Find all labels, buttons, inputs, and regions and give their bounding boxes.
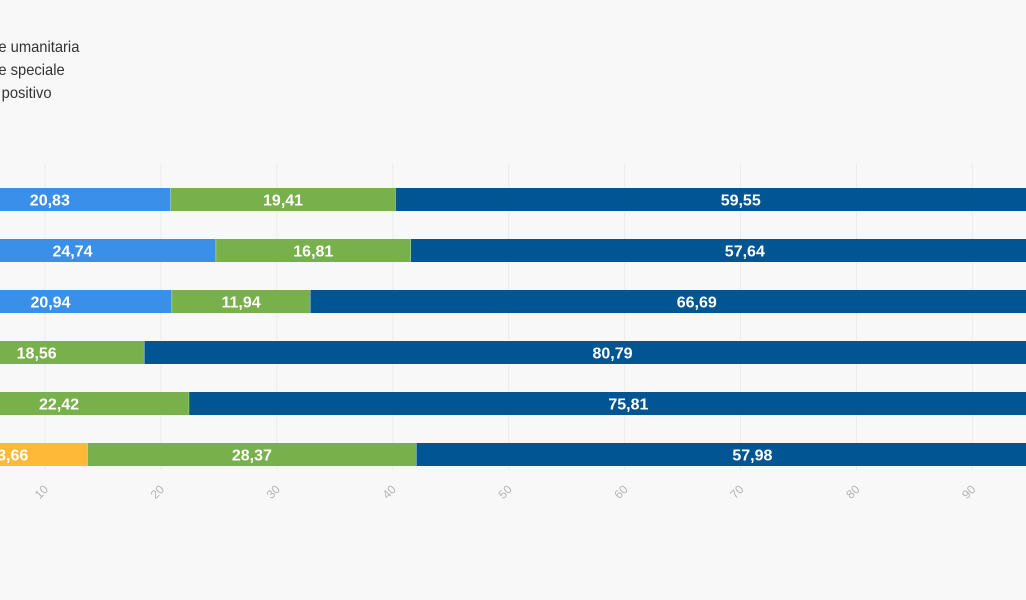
bar-data-label: 20,83 xyxy=(30,193,70,210)
bar-data-label: 24,74 xyxy=(52,244,92,261)
bar-segment xyxy=(87,443,417,466)
bar-segment xyxy=(171,290,311,313)
bar-segment xyxy=(188,392,1026,415)
x-tick-label: 20 xyxy=(148,482,168,502)
bar-data-label: 57,64 xyxy=(725,244,765,261)
legend-item-positivo[interactable]: ito positivo xyxy=(0,82,79,105)
x-tick-label: 40 xyxy=(380,482,400,502)
x-tick-label: 10 xyxy=(32,482,52,502)
bar-segment xyxy=(0,443,88,466)
bar-segment xyxy=(0,392,189,415)
legend-item-umanitaria[interactable]: one umanitaria xyxy=(0,36,79,59)
bar-segment xyxy=(170,188,396,211)
bar-data-label: 20,94 xyxy=(30,295,70,312)
bar-data-label: 18,56 xyxy=(17,346,57,363)
bar-data-label: 80,79 xyxy=(592,346,632,363)
bar-segment xyxy=(0,290,172,313)
legend-label: ito positivo xyxy=(0,85,52,102)
bar-data-label: 11,94 xyxy=(221,295,260,312)
legend-label: one speciale xyxy=(0,62,65,79)
x-tick-label: 50 xyxy=(495,482,515,502)
bar-data-label: 22,42 xyxy=(39,397,79,414)
bar-segment xyxy=(144,341,1026,364)
bar-data-label: 19,41 xyxy=(263,193,303,210)
bar-segment xyxy=(395,188,1026,211)
bar-data-label: 16,81 xyxy=(293,244,333,261)
bar-segment xyxy=(0,239,216,262)
bar-segment xyxy=(410,239,1026,262)
chart-legend: one umanitaria one speciale ito positivo xyxy=(0,36,79,105)
bar-segment xyxy=(215,239,411,262)
bar-segment xyxy=(310,290,1026,313)
bar-data-label: 28,37 xyxy=(232,448,272,465)
x-tick-label: 60 xyxy=(611,482,631,502)
x-tick-label: 90 xyxy=(959,482,979,502)
bar-data-label: 13,66 xyxy=(0,448,28,465)
x-tick-label: 30 xyxy=(264,482,284,502)
legend-item-speciale[interactable]: one speciale xyxy=(0,59,79,82)
bar-data-label: 75,81 xyxy=(608,397,648,414)
legend-label: one umanitaria xyxy=(0,39,80,56)
bar-data-label: 66,69 xyxy=(677,295,717,312)
bar-segment xyxy=(416,443,1026,466)
bar-segment xyxy=(0,341,145,364)
x-tick-label: 80 xyxy=(843,482,863,502)
bar-data-label: 57,98 xyxy=(732,448,772,465)
bar-data-label: 59,55 xyxy=(721,193,761,210)
bar-segment xyxy=(0,188,171,211)
x-tick-label: 70 xyxy=(727,482,747,502)
